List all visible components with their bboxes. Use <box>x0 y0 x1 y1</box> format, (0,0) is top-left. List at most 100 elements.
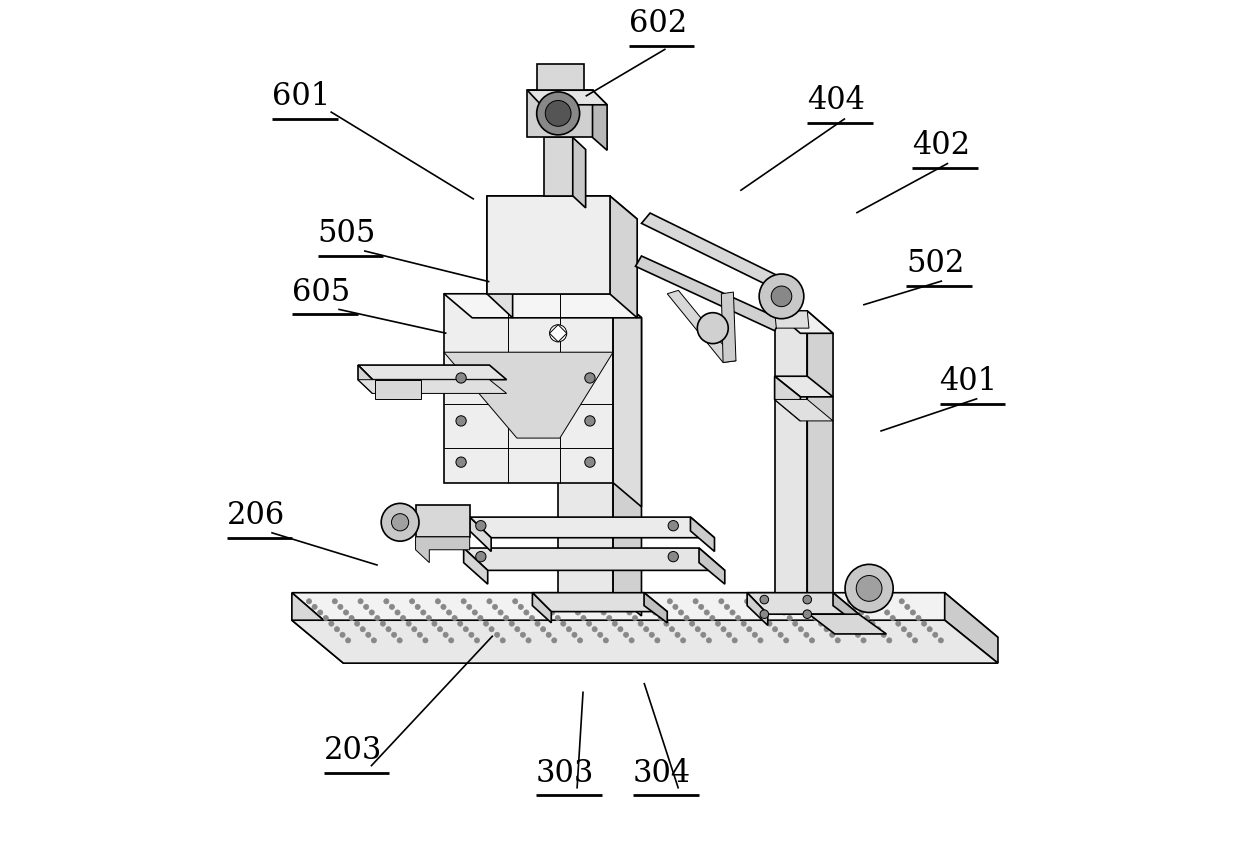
Circle shape <box>585 373 595 383</box>
Polygon shape <box>358 380 507 393</box>
Polygon shape <box>641 213 790 292</box>
Circle shape <box>396 610 401 615</box>
Circle shape <box>701 632 706 637</box>
Circle shape <box>556 615 560 620</box>
Circle shape <box>389 605 394 610</box>
Circle shape <box>830 632 835 637</box>
Circle shape <box>392 632 397 637</box>
Circle shape <box>418 632 423 637</box>
Circle shape <box>827 605 832 610</box>
Circle shape <box>753 632 758 637</box>
Polygon shape <box>444 352 613 438</box>
Circle shape <box>386 627 391 632</box>
Circle shape <box>329 621 334 626</box>
Circle shape <box>770 599 775 604</box>
Circle shape <box>709 615 715 620</box>
Circle shape <box>360 627 366 632</box>
Circle shape <box>678 610 683 615</box>
Circle shape <box>673 605 678 610</box>
Polygon shape <box>544 137 573 196</box>
Circle shape <box>707 637 712 643</box>
Circle shape <box>564 599 569 604</box>
Circle shape <box>595 605 600 610</box>
Text: 602: 602 <box>629 8 687 39</box>
Circle shape <box>616 599 621 604</box>
Circle shape <box>697 313 728 344</box>
Circle shape <box>575 610 580 615</box>
Polygon shape <box>775 311 807 593</box>
Polygon shape <box>558 294 613 593</box>
Circle shape <box>469 632 474 637</box>
Circle shape <box>916 615 921 620</box>
Circle shape <box>489 627 495 632</box>
Circle shape <box>381 621 386 626</box>
Circle shape <box>873 599 879 604</box>
Circle shape <box>546 632 552 637</box>
Circle shape <box>346 637 351 643</box>
Circle shape <box>518 605 523 610</box>
Bar <box>537 64 584 90</box>
Text: 404: 404 <box>807 85 866 116</box>
Circle shape <box>895 621 901 626</box>
Polygon shape <box>699 548 725 584</box>
Circle shape <box>374 615 379 620</box>
Polygon shape <box>558 294 641 318</box>
Polygon shape <box>532 593 667 612</box>
Polygon shape <box>610 196 637 318</box>
Circle shape <box>833 610 838 615</box>
Circle shape <box>427 615 432 620</box>
Circle shape <box>822 599 827 604</box>
Circle shape <box>549 610 554 615</box>
Circle shape <box>567 627 572 632</box>
Polygon shape <box>376 380 420 399</box>
Circle shape <box>910 610 915 615</box>
Circle shape <box>510 621 515 626</box>
Circle shape <box>441 605 446 610</box>
Circle shape <box>340 632 345 637</box>
Circle shape <box>663 621 668 626</box>
Circle shape <box>477 615 484 620</box>
Circle shape <box>696 627 701 632</box>
Polygon shape <box>775 376 833 397</box>
Circle shape <box>461 599 466 604</box>
Circle shape <box>598 632 603 637</box>
Circle shape <box>884 610 890 615</box>
Polygon shape <box>945 593 998 663</box>
Circle shape <box>484 621 489 626</box>
Polygon shape <box>808 614 887 634</box>
Text: 206: 206 <box>227 500 285 531</box>
Circle shape <box>613 621 618 626</box>
Circle shape <box>332 599 337 604</box>
Circle shape <box>825 627 830 632</box>
Circle shape <box>906 632 913 637</box>
Circle shape <box>724 605 729 610</box>
Circle shape <box>458 621 463 626</box>
Circle shape <box>658 615 663 620</box>
Circle shape <box>761 615 766 620</box>
Circle shape <box>921 621 926 626</box>
Circle shape <box>590 599 595 604</box>
Circle shape <box>807 610 812 615</box>
Polygon shape <box>470 517 491 551</box>
Circle shape <box>363 605 368 610</box>
Circle shape <box>667 599 672 604</box>
Circle shape <box>719 599 724 604</box>
Polygon shape <box>775 311 808 328</box>
Circle shape <box>337 605 343 610</box>
Circle shape <box>804 610 811 618</box>
Text: 402: 402 <box>913 131 970 161</box>
Circle shape <box>804 632 808 637</box>
Circle shape <box>777 632 784 637</box>
Text: 505: 505 <box>317 218 376 249</box>
Circle shape <box>849 627 854 632</box>
Circle shape <box>853 605 858 610</box>
Circle shape <box>544 605 549 610</box>
Polygon shape <box>593 90 608 150</box>
Circle shape <box>306 599 311 604</box>
Circle shape <box>629 637 634 643</box>
Circle shape <box>776 605 781 610</box>
Circle shape <box>420 610 425 615</box>
Polygon shape <box>807 311 833 614</box>
Polygon shape <box>549 325 567 342</box>
Circle shape <box>890 615 895 620</box>
